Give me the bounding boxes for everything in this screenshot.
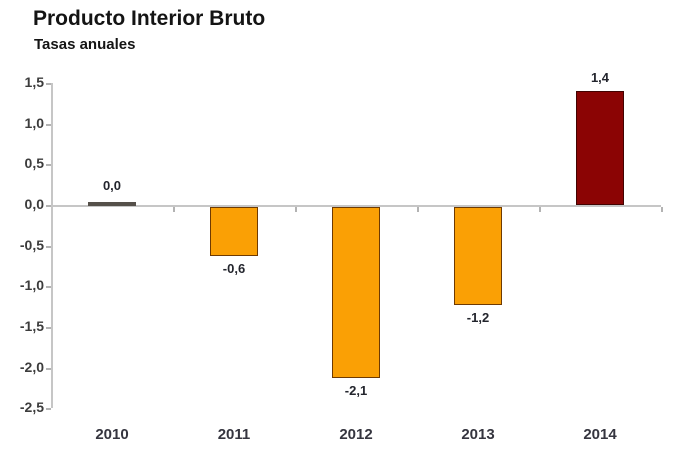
y-axis-tick [46,286,51,289]
bar-value-label: -1,2 [466,310,490,325]
x-axis-category-label: 2014 [583,426,617,443]
x-axis-tick [173,207,175,212]
y-axis-tick-label: -1,5 [19,317,44,334]
y-axis-tick-label: 1,5 [24,74,44,91]
y-axis-tick-label: -2,0 [19,358,44,375]
x-axis-category-label: 2013 [461,426,495,443]
bar-2014 [576,91,624,205]
bar-2010 [88,202,136,206]
y-axis-tick-label: -1,0 [19,277,44,294]
y-axis-tick [46,205,51,207]
bar-value-label: 0,0 [102,178,122,193]
x-axis-tick [295,207,297,212]
y-axis-tick-label: -2,5 [19,399,44,416]
x-axis-category-label: 2011 [217,426,251,443]
chart-title: Producto Interior Bruto [33,7,266,30]
bar-value-label: -2,1 [344,383,368,398]
y-axis-tick [46,326,51,329]
x-axis-category-label: 2010 [95,426,129,443]
y-axis-tick [46,408,51,411]
y-axis-tick [46,367,51,370]
bar-2012 [332,207,380,378]
y-axis-tick [46,164,51,167]
y-axis-tick-label: 0,5 [24,155,44,172]
bar-2013 [454,207,502,305]
bar-value-label: 1,4 [590,70,610,85]
x-axis-tick [417,207,419,212]
y-axis-tick [46,245,51,248]
y-axis-tick-label: 0,0 [24,196,44,212]
y-axis-line [51,83,53,409]
x-axis-zero-line [51,205,661,207]
y-axis-tick-label: 1,0 [24,114,44,131]
x-axis-tick [661,207,663,212]
y-axis-tick [46,83,51,86]
x-axis-tick [539,207,541,212]
bar-2011 [210,207,258,256]
bar-value-label: -0,6 [222,261,246,276]
x-axis-category-label: 2012 [339,426,373,443]
chart-subtitle: Tasas anuales [34,36,136,53]
y-axis-tick [46,123,51,126]
y-axis-tick-label: -0,5 [19,236,44,253]
